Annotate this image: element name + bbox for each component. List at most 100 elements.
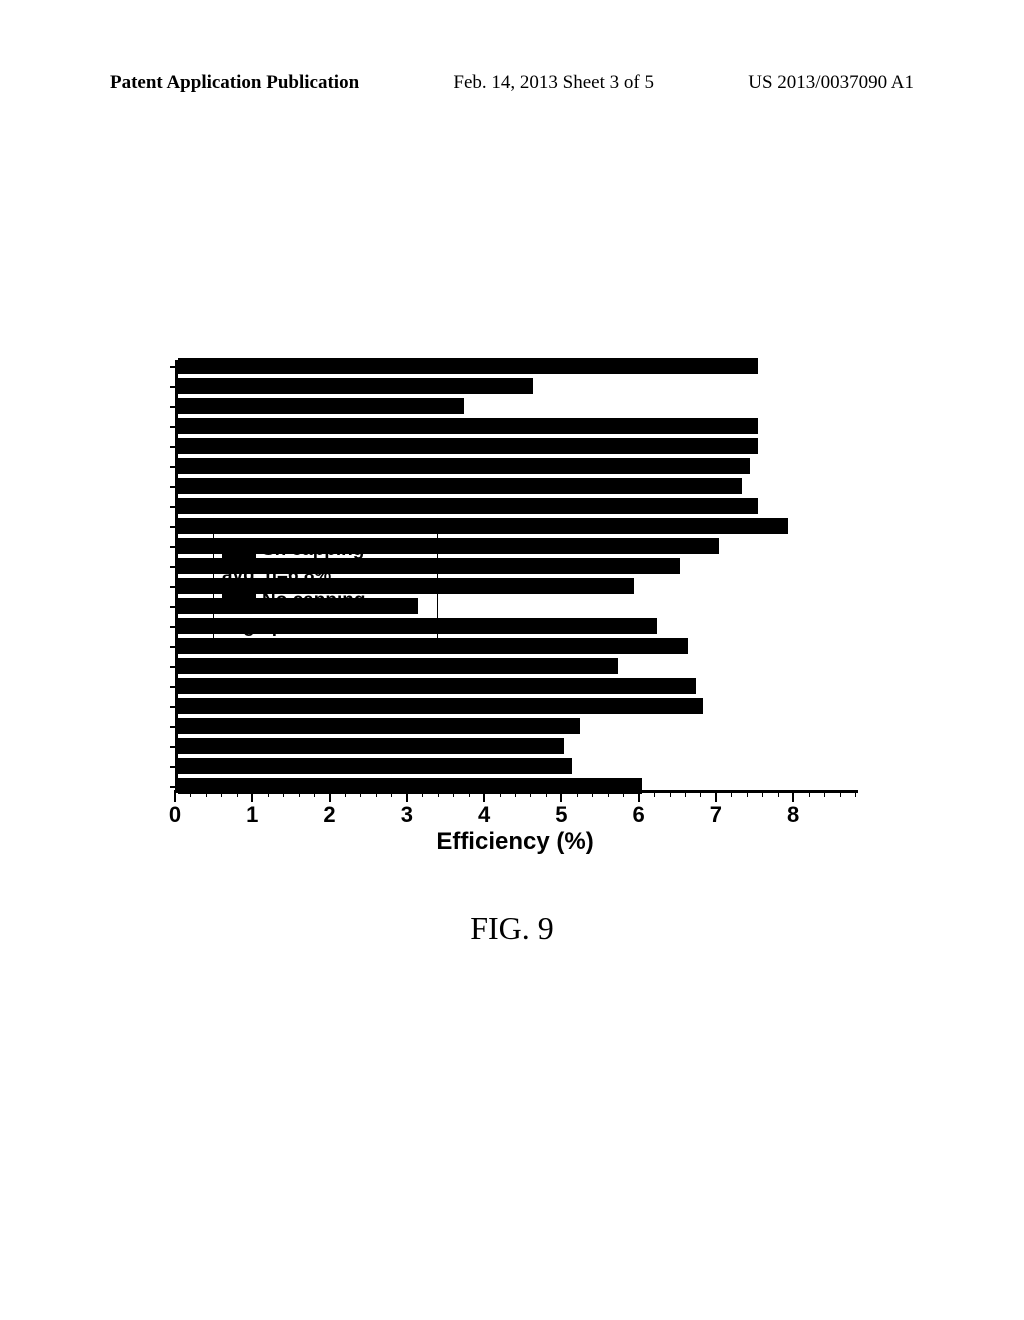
x-tick-major (792, 790, 794, 802)
bar (178, 518, 788, 534)
x-tick-minor (453, 790, 454, 797)
bar (178, 358, 758, 374)
bar (178, 558, 680, 574)
x-tick-minor (654, 790, 655, 797)
x-tick-minor (530, 790, 531, 797)
y-tick (170, 446, 178, 448)
y-tick (170, 746, 178, 748)
y-tick (170, 566, 178, 568)
plot-area: Sn capping avg. η=6.8% No capping avg. η… (175, 360, 858, 793)
y-tick (170, 766, 178, 768)
y-tick (170, 666, 178, 668)
x-tick-minor (314, 790, 315, 797)
efficiency-bar-chart: Sn capping avg. η=6.8% No capping avg. η… (175, 360, 855, 840)
x-tick-minor (840, 790, 841, 797)
x-axis-title: Efficiency (%) (175, 828, 855, 856)
x-tick-major (715, 790, 717, 802)
bar (178, 418, 758, 434)
y-tick (170, 586, 178, 588)
x-tick-label: 4 (478, 802, 490, 828)
x-tick-minor (608, 790, 609, 797)
x-tick-minor (592, 790, 593, 797)
bar (178, 678, 696, 694)
y-tick (170, 546, 178, 548)
x-tick-label: 3 (401, 802, 413, 828)
x-tick-minor (700, 790, 701, 797)
x-tick-minor (221, 790, 222, 797)
y-tick (170, 606, 178, 608)
x-tick-minor (438, 790, 439, 797)
x-tick-minor (500, 790, 501, 797)
x-tick-minor (268, 790, 269, 797)
x-tick-minor (577, 790, 578, 797)
bar (178, 578, 634, 594)
y-tick (170, 406, 178, 408)
x-tick-minor (747, 790, 748, 797)
x-tick-minor (190, 790, 191, 797)
x-tick-major (483, 790, 485, 802)
x-tick-label: 2 (323, 802, 335, 828)
x-axis-ticks: 012345678 (175, 790, 855, 820)
x-tick-label: 7 (710, 802, 722, 828)
x-tick-minor (762, 790, 763, 797)
x-tick-minor (376, 790, 377, 797)
y-tick (170, 786, 178, 788)
bar (178, 698, 703, 714)
x-tick-minor (345, 790, 346, 797)
x-tick-major (638, 790, 640, 802)
bar (178, 718, 580, 734)
x-tick-major (251, 790, 253, 802)
bar (178, 438, 758, 454)
x-tick-minor (515, 790, 516, 797)
x-tick-minor (546, 790, 547, 797)
header-center: Feb. 14, 2013 Sheet 3 of 5 (453, 72, 654, 94)
x-tick-minor (299, 790, 300, 797)
y-tick (170, 726, 178, 728)
y-tick (170, 386, 178, 388)
y-tick (170, 486, 178, 488)
page-header: Patent Application Publication Feb. 14, … (0, 72, 1024, 94)
x-tick-minor (623, 790, 624, 797)
x-tick-major (406, 790, 408, 802)
y-tick (170, 706, 178, 708)
bar (178, 618, 657, 634)
x-tick-label: 1 (246, 802, 258, 828)
bar (178, 398, 464, 414)
x-tick-minor (360, 790, 361, 797)
x-tick-minor (422, 790, 423, 797)
bar (178, 498, 758, 514)
y-tick (170, 526, 178, 528)
x-tick-minor (731, 790, 732, 797)
x-tick-label: 5 (555, 802, 567, 828)
figure-caption: FIG. 9 (0, 910, 1024, 947)
bar (178, 538, 719, 554)
bar (178, 738, 564, 754)
x-tick-minor (391, 790, 392, 797)
x-tick-label: 8 (787, 802, 799, 828)
y-tick (170, 466, 178, 468)
x-tick-minor (778, 790, 779, 797)
y-tick (170, 686, 178, 688)
x-tick-minor (469, 790, 470, 797)
bar (178, 458, 750, 474)
x-tick-minor (206, 790, 207, 797)
header-left: Patent Application Publication (110, 72, 359, 94)
x-tick-minor (670, 790, 671, 797)
bar (178, 598, 418, 614)
x-tick-minor (283, 790, 284, 797)
bar (178, 658, 618, 674)
x-tick-minor (809, 790, 810, 797)
x-tick-label: 6 (633, 802, 645, 828)
y-tick (170, 626, 178, 628)
x-tick-major (174, 790, 176, 802)
bar (178, 478, 742, 494)
header-right: US 2013/0037090 A1 (748, 72, 914, 94)
x-tick-minor (855, 790, 856, 797)
bar (178, 638, 688, 654)
x-tick-major (560, 790, 562, 802)
x-tick-minor (685, 790, 686, 797)
y-tick (170, 366, 178, 368)
bar (178, 758, 572, 774)
x-tick-minor (237, 790, 238, 797)
y-tick (170, 426, 178, 428)
